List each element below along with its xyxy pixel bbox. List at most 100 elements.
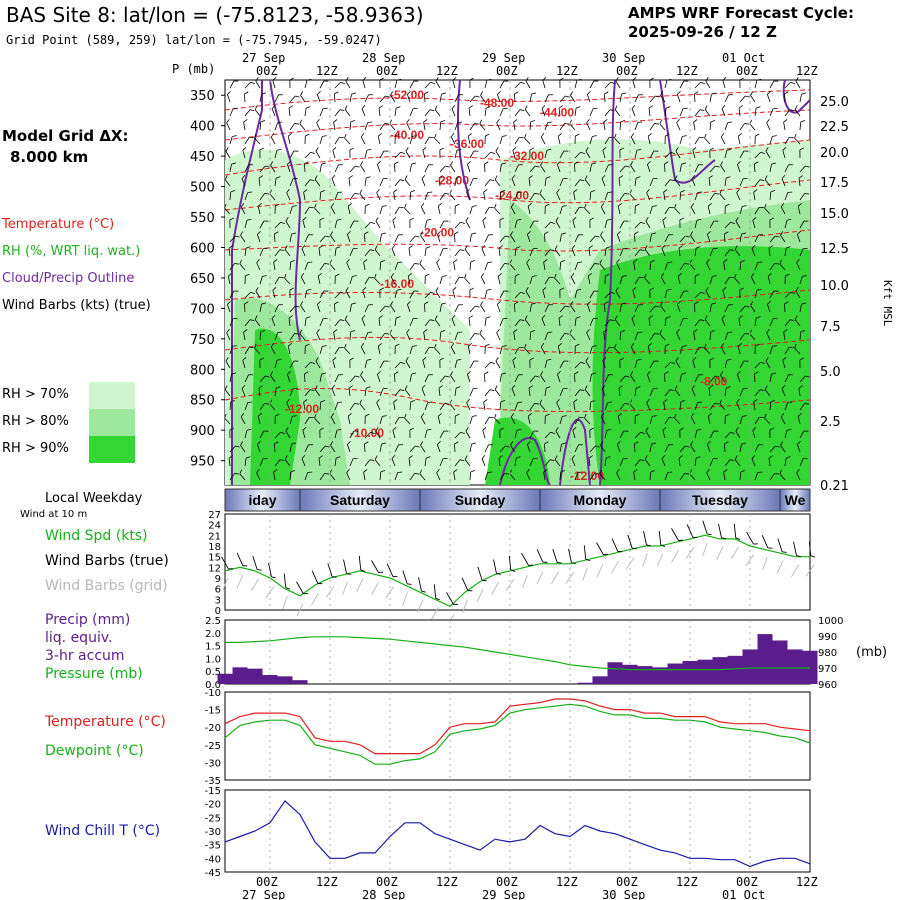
wind-barb xyxy=(573,399,578,411)
wind-barb-feather xyxy=(348,385,353,389)
wind-barb xyxy=(799,457,808,467)
wind-barb xyxy=(556,398,561,411)
wind-barb xyxy=(270,343,276,355)
wind-barb xyxy=(619,92,626,103)
wind-barb xyxy=(555,427,561,439)
wind-barb-staff xyxy=(257,416,261,425)
wind-barb xyxy=(244,218,252,229)
wind-barb-staff xyxy=(379,416,383,425)
wind-barb xyxy=(600,231,606,243)
wind-barb-feather xyxy=(455,386,461,389)
wind-barb xyxy=(799,275,807,285)
wind-barb-staff xyxy=(739,333,745,341)
wind-barb xyxy=(314,385,321,397)
wind-barb xyxy=(422,146,427,159)
wind-barb-staff xyxy=(739,123,745,131)
wind-barb-feather xyxy=(293,360,299,362)
wind-barb-feather xyxy=(270,371,274,376)
wind-barb-staff xyxy=(734,277,741,285)
wind-barb-staff xyxy=(424,93,426,103)
wind-barb-feather xyxy=(594,263,600,265)
wind-barb-staff xyxy=(259,331,262,341)
wind-barb-feather xyxy=(635,386,641,389)
wind-barb-feather xyxy=(310,361,315,364)
temperature-contour xyxy=(224,89,811,111)
wind-barb xyxy=(529,430,539,439)
wind-barb-staff xyxy=(634,233,636,243)
wind-barb xyxy=(589,162,596,173)
wind-barb-staff xyxy=(404,207,411,215)
wind-barb-feather xyxy=(677,300,681,305)
wind-barb-staff xyxy=(644,459,651,467)
wind-barb-feather xyxy=(630,371,634,376)
wind-barb-feather xyxy=(723,259,728,263)
wind-barb xyxy=(484,78,492,89)
wind-barb xyxy=(482,216,487,229)
wind-barb-staff xyxy=(754,318,757,327)
wind-barb-feather xyxy=(300,91,304,96)
wind-barb xyxy=(604,301,609,313)
wind-barb-feather xyxy=(270,161,274,166)
wind-barb-staff xyxy=(630,136,636,145)
wind-barb xyxy=(664,206,674,215)
wind-barb-feather xyxy=(235,445,240,448)
wind-barb-feather xyxy=(233,290,239,292)
wind-barb-feather xyxy=(323,80,329,82)
wind-barb-feather xyxy=(699,109,705,111)
weekday-label: Monday xyxy=(574,492,627,508)
rh-level-label: RH > 70% xyxy=(2,387,69,402)
wind-barb xyxy=(705,77,711,89)
wind-barb-staff xyxy=(360,346,366,355)
wind-barb-staff xyxy=(424,430,428,439)
wind-barb-staff xyxy=(273,262,276,271)
wind-barb-staff xyxy=(527,444,531,453)
wind-barb xyxy=(769,162,776,173)
rh-region xyxy=(250,328,300,485)
wind-barb xyxy=(301,244,306,257)
wind-barb-staff xyxy=(724,459,731,467)
wind-barb-feather xyxy=(309,206,314,209)
wind-barb-feather xyxy=(294,333,300,335)
wind-barb-feather xyxy=(255,287,259,292)
wind-barb-staff xyxy=(768,248,771,257)
kft-tick-label: 10.0 xyxy=(820,279,849,294)
wind-barb-staff xyxy=(799,220,805,229)
wind-barb-feather xyxy=(649,287,655,291)
wind-barb xyxy=(619,403,630,411)
wind-barb xyxy=(334,246,341,257)
wind-barb-feather xyxy=(450,161,454,166)
wind-barb xyxy=(394,288,402,299)
wind-barb xyxy=(647,133,652,145)
wind-barb xyxy=(600,441,606,453)
wind-barb-feather xyxy=(635,203,640,207)
wind-barb xyxy=(513,329,518,341)
wind-barb-feather xyxy=(662,426,667,431)
wind-barb-staff xyxy=(584,389,591,397)
wind-barb-staff xyxy=(573,402,576,411)
wind-barb xyxy=(617,413,622,425)
wind-barb-staff xyxy=(289,416,293,425)
kft-tick-label: 0.21 xyxy=(820,479,849,494)
wind-barb-staff xyxy=(659,333,666,341)
wind-barb xyxy=(529,165,540,173)
wind-barb xyxy=(529,330,536,341)
wind-barb-staff xyxy=(394,444,399,453)
wind-barb xyxy=(587,90,591,103)
wind-barb xyxy=(379,205,387,215)
wind-barb xyxy=(634,121,643,131)
time-tick-label-top: 12Z xyxy=(316,64,338,78)
wind-barb-feather xyxy=(483,189,488,193)
wind-barb xyxy=(274,459,285,467)
wind-barb-staff xyxy=(604,347,610,355)
wind-barb xyxy=(240,441,246,453)
wind-barb-feather xyxy=(719,399,723,405)
wind-barb-feather xyxy=(729,276,734,279)
wind-barb-feather xyxy=(245,246,251,249)
wind-barb-feather xyxy=(511,174,516,179)
wind-barb xyxy=(394,416,404,425)
y-tick-label: -10 xyxy=(205,688,221,699)
wind-barb-feather xyxy=(589,427,595,431)
wind-barb-feather xyxy=(545,413,550,417)
wind-barb-staff xyxy=(405,360,411,369)
wind-barb xyxy=(317,300,321,313)
